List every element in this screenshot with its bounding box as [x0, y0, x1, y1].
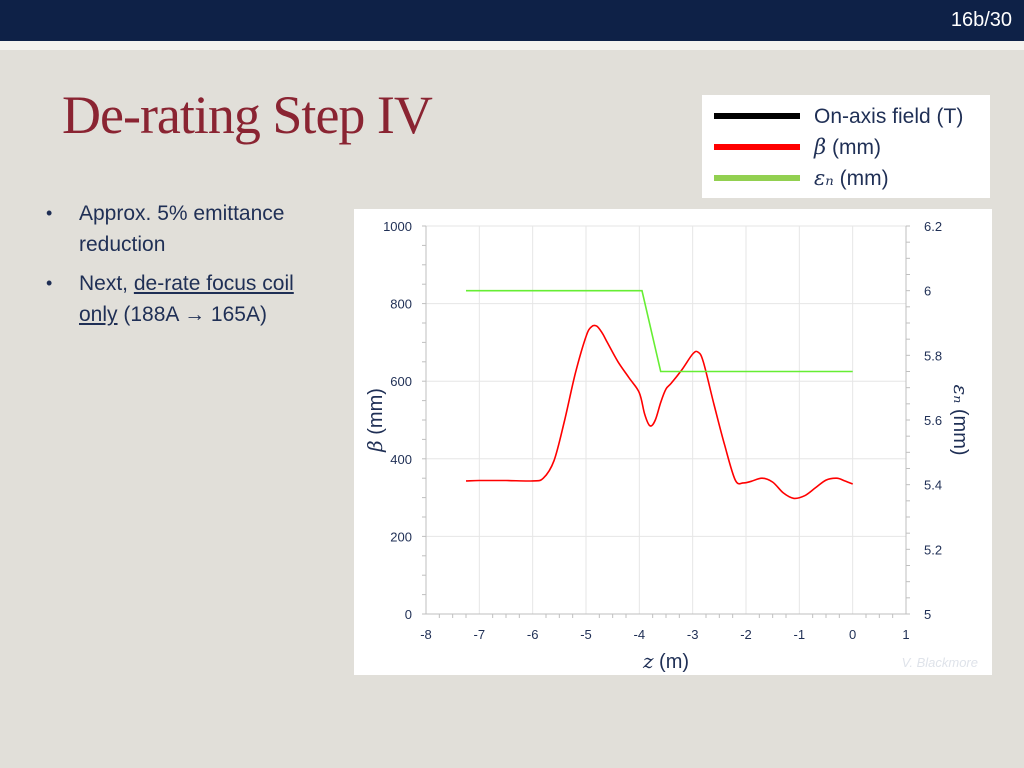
- bullet-icon: •: [46, 203, 53, 223]
- y2-tick-label: 6.2: [924, 219, 942, 234]
- x-tick-label: -4: [634, 627, 646, 642]
- legend-item-emittance: εₙ (mm): [702, 162, 990, 192]
- bullet-underlined-text: de-rate focus coil only: [79, 272, 294, 326]
- legend-item-field: On-axis field (T): [702, 100, 990, 130]
- bullet-prefix: Next,: [79, 272, 134, 295]
- x-tick-label: -3: [687, 627, 699, 642]
- legend-label-emittance: εₙ (mm): [814, 166, 889, 190]
- y2-tick-label: 5.6: [924, 413, 942, 428]
- y-tick-label: 200: [390, 529, 412, 544]
- y-tick-label: 0: [405, 607, 412, 622]
- legend-item-beta: β (mm): [702, 131, 990, 161]
- y-axis-title-symbol: β: [363, 440, 387, 453]
- beta-series-line: [465, 324, 853, 500]
- y2-tick-label: 5.4: [924, 478, 942, 493]
- bullet-item: • Approx. 5% emittance reduction: [46, 198, 336, 260]
- legend-label-field: On-axis field (T): [814, 105, 964, 128]
- x-tick-label: 0: [849, 627, 856, 642]
- x-tick-label: -8: [420, 627, 432, 642]
- author-credit: V. Blackmore: [902, 655, 978, 670]
- y-tick-label: 400: [390, 452, 412, 467]
- bullet-list: • Approx. 5% emittance reduction • Next,…: [46, 198, 336, 338]
- x-axis-title-unit: (m): [654, 651, 690, 673]
- bullet-icon: •: [46, 273, 53, 293]
- emittance-series-line: [466, 289, 853, 373]
- x-tick-label: 1: [902, 627, 909, 642]
- x-tick-label: -6: [527, 627, 539, 642]
- slide-number: 16b/30: [950, 9, 1012, 31]
- x-tick-label: -1: [794, 627, 806, 642]
- top-bar: [0, 0, 1024, 41]
- y2-axis-title: εₙ (mm): [949, 384, 973, 455]
- y-tick-label: 1000: [383, 219, 412, 234]
- y-axis-title-unit: (mm): [365, 388, 387, 440]
- x-tick-label: -2: [740, 627, 752, 642]
- y2-axis-title-unit: (mm): [949, 403, 971, 455]
- chart-legend: On-axis field (T) β (mm) εₙ (mm): [702, 95, 990, 198]
- y-tick-label: 800: [390, 297, 412, 312]
- bullet-suffix: (188A → 165A): [117, 303, 267, 326]
- slide-title: De-rating Step IV: [62, 85, 433, 145]
- top-stripe: [0, 41, 1024, 50]
- y2-axis-title-symbol: εₙ: [949, 384, 973, 403]
- x-tick-label: -7: [474, 627, 486, 642]
- y-tick-label: 600: [390, 374, 412, 389]
- chart-panel: -8 -7 -6 -5 -4 -3 -2 -1 0 1 0 200 400 600 800 1000 5 5.2 5…: [354, 209, 992, 675]
- bullet-text: Approx. 5% emittance reduction: [79, 202, 285, 256]
- legend-label-beta: β (mm): [814, 135, 881, 159]
- y2-tick-label: 5.2: [924, 542, 942, 557]
- y2-tick-label: 5.8: [924, 348, 942, 363]
- beta-emittance-chart: -8 -7 -6 -5 -4 -3 -2 -1 0 1 0 200 400 600 800 1000 5 5.2 5…: [363, 219, 978, 673]
- y2-tick-label: 5: [924, 607, 931, 622]
- legend-swatch-beta: [714, 144, 800, 150]
- legend-swatch-field: [714, 113, 800, 119]
- x-tick-label: -5: [580, 627, 592, 642]
- legend-swatch-emittance: [714, 175, 800, 181]
- y2-tick-label: 6: [924, 284, 931, 299]
- x-axis-title: z (m): [642, 649, 689, 673]
- bullet-item: • Next, de-rate focus coil only (188A → …: [46, 268, 336, 330]
- x-axis-title-symbol: z: [642, 649, 654, 673]
- y-axis-title: β (mm): [363, 388, 387, 453]
